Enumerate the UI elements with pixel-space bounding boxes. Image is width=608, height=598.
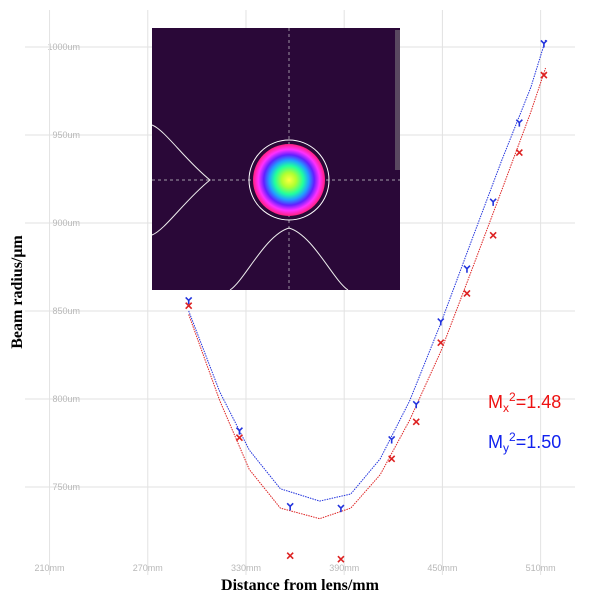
y-tick-label: 800um: [52, 394, 80, 404]
annotation-text: =1.50: [516, 432, 562, 452]
data-point: [464, 290, 470, 296]
y-axis-title: Beam radius/μm: [9, 235, 26, 349]
data-point: [541, 40, 547, 47]
data-point: [516, 150, 522, 156]
y-tick-label: 900um: [52, 218, 80, 228]
annotation-text: =1.48: [516, 392, 562, 412]
y-tick-label: 950um: [52, 130, 80, 140]
x-tick-label: 210mm: [35, 563, 65, 573]
data-point: [389, 436, 395, 443]
data-point: [236, 428, 242, 435]
annotation: My2=1.50: [488, 430, 561, 455]
data-point: [413, 401, 419, 408]
chart: 750um 800um 850um 900um 950um 1000um 210mm 270m…: [0, 0, 608, 598]
y-tick-label: 1000um: [47, 42, 80, 52]
page: 750um 800um 850um 900um 950um 1000um 210mm 270m…: [0, 0, 608, 598]
data-point: [490, 199, 496, 206]
x-tick-label: 270mm: [133, 563, 163, 573]
annotation: Mx2=1.48: [488, 390, 561, 415]
data-point: [464, 266, 470, 273]
data-point: [413, 419, 419, 425]
data-point: [516, 120, 522, 127]
data-point: [338, 556, 344, 562]
y-tick-label: 750um: [52, 482, 80, 492]
x-axis-title: Distance from lens/mm: [221, 577, 380, 594]
data-point: [287, 503, 293, 510]
data-point: [389, 456, 395, 462]
x-tick-label: 450mm: [427, 563, 457, 573]
data-point: [490, 232, 496, 238]
data-point: [287, 553, 293, 559]
x-tick-label: 330mm: [231, 563, 261, 573]
annotation-base: M: [488, 432, 503, 452]
y-tick-label: 850um: [52, 306, 80, 316]
x-tick-label: 390mm: [329, 563, 359, 573]
beam-profile-image: [152, 28, 400, 290]
annotation-base: M: [488, 392, 503, 412]
data-point: [236, 435, 242, 441]
x-tick-label: 510mm: [526, 563, 556, 573]
